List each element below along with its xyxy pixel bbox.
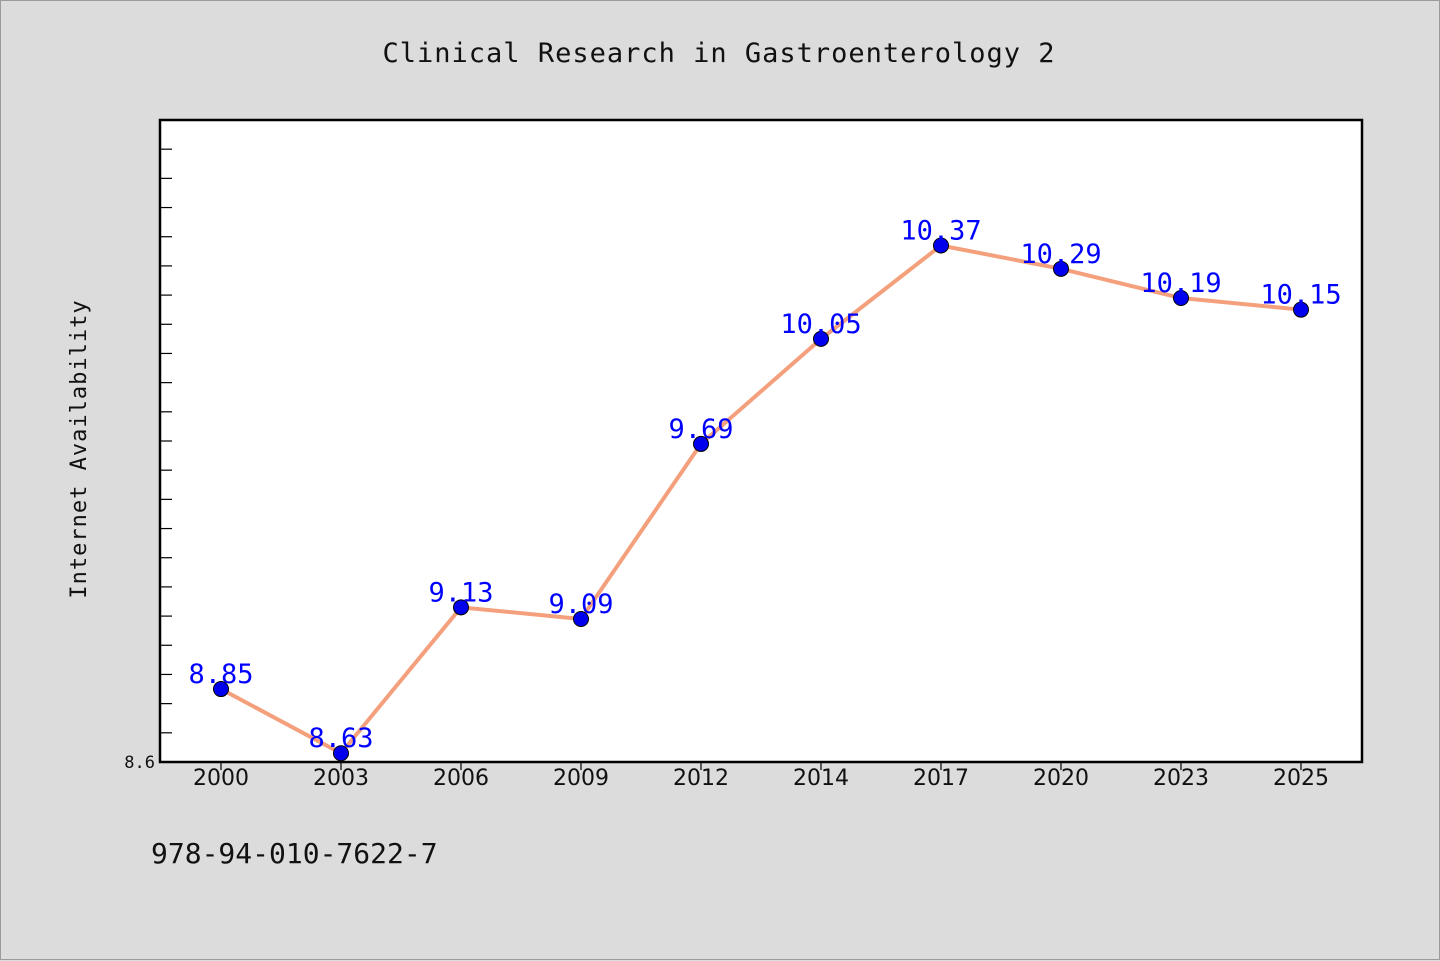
data-label-layer: 8.85 8.63 9.13 9.09 9.69 10.05 10.37 10.29 10.19… — [188, 215, 1341, 754]
y-axis-label: Internet Availability — [67, 299, 92, 598]
data-label: 8.85 — [188, 659, 253, 690]
x-tick-label: 2003 — [313, 766, 369, 791]
series-line — [219, 243, 1303, 756]
data-label: 10.19 — [1140, 268, 1221, 299]
data-label: 10.05 — [780, 309, 861, 340]
chart-title: Clinical Research in Gastroenterology 2 — [383, 38, 1056, 69]
data-label: 9.69 — [668, 414, 733, 445]
series-layer — [213, 237, 1309, 762]
y-axis-ticks: 8.6 — [124, 119, 172, 773]
data-label: 9.13 — [428, 577, 493, 608]
x-tick-label: 2020 — [1033, 766, 1089, 791]
data-point — [573, 611, 589, 628]
x-tick-label: 2025 — [1273, 766, 1329, 791]
x-tick-label: 2000 — [193, 766, 249, 791]
x-tick-label: 2009 — [553, 766, 609, 791]
x-tick-label: 2006 — [433, 766, 489, 791]
isbn-text: 978-94-010-7622-7 — [151, 837, 438, 870]
data-point — [213, 681, 229, 698]
data-label: 10.37 — [900, 215, 981, 246]
plot-area — [158, 118, 1364, 764]
data-label: 8.63 — [308, 723, 373, 754]
data-point — [933, 237, 949, 254]
data-point — [453, 599, 469, 616]
x-axis-ticks: 2000 2003 2006 2009 2012 2014 2017 2020 2023 2025 — [193, 762, 1329, 791]
data-point — [813, 330, 829, 347]
y-tick-label: 8.6 — [124, 753, 155, 773]
x-tick-label: 2012 — [673, 766, 729, 791]
data-point — [693, 435, 709, 452]
data-point — [1293, 301, 1309, 318]
data-point — [333, 745, 349, 762]
data-label: 10.29 — [1020, 239, 1101, 270]
x-tick-label: 2017 — [913, 766, 969, 791]
data-label: 9.09 — [548, 589, 613, 620]
data-label: 10.15 — [1260, 280, 1341, 311]
x-tick-label: 2014 — [793, 766, 849, 791]
data-point — [1053, 260, 1069, 277]
data-point — [1173, 290, 1189, 307]
x-tick-label: 2023 — [1153, 766, 1209, 791]
